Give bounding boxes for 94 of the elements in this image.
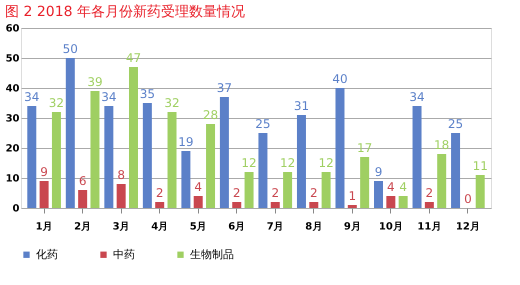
data-label: 18 (434, 138, 450, 152)
bar (142, 103, 152, 208)
bar (451, 133, 460, 208)
chart-title: 图 2 2018 年各月份新药受理数量情况 (5, 4, 245, 20)
data-label: 39 (87, 75, 103, 89)
data-label: 0 (464, 192, 472, 206)
data-label: 4 (194, 180, 202, 194)
data-label: 2 (232, 186, 241, 200)
x-tick-label: 4月 (151, 222, 168, 232)
x-tick-label: 9月 (344, 222, 361, 232)
y-tick-label: 60 (6, 24, 20, 34)
data-label: 31 (294, 99, 310, 113)
x-tick-label: 11月 (417, 222, 442, 232)
x-tick-label: 6月 (228, 222, 246, 232)
data-label: 34 (24, 90, 40, 104)
data-label: 12 (318, 156, 334, 170)
x-tick-label: 8月 (305, 222, 322, 232)
data-label: 4 (399, 180, 407, 194)
data-label: 25 (255, 117, 271, 131)
bar (66, 58, 75, 208)
data-label: 11 (472, 159, 488, 173)
legend-label: 生物制品 (190, 248, 234, 261)
bar (412, 106, 422, 208)
bar (374, 181, 384, 208)
bar (181, 151, 190, 208)
x-tick-label: 3月 (112, 222, 130, 232)
data-label: 1 (348, 189, 356, 203)
x-tick-label: 7月 (266, 222, 284, 232)
y-tick-label: 0 (12, 204, 20, 214)
y-tick-label: 50 (6, 54, 20, 64)
data-label: 47 (126, 51, 142, 65)
data-label: 6 (78, 174, 86, 188)
bar (40, 181, 49, 208)
data-label: 25 (448, 117, 464, 131)
data-label: 2 (310, 186, 318, 200)
data-label: 4 (387, 180, 395, 194)
bar (360, 157, 370, 208)
data-label: 37 (216, 81, 232, 95)
data-label: 9 (374, 165, 382, 179)
data-label: 2 (426, 186, 434, 200)
data-label: 12 (241, 156, 257, 170)
data-label: 9 (40, 165, 48, 179)
bar (220, 97, 229, 208)
bar (168, 112, 177, 208)
bar (348, 205, 357, 208)
data-label: 8 (117, 168, 125, 182)
bar (386, 196, 396, 208)
legend-label: 中药 (113, 248, 135, 261)
bar (104, 106, 114, 208)
bar (128, 67, 138, 208)
x-tick-label: 12月 (456, 222, 480, 232)
bar (296, 115, 306, 208)
bar (90, 91, 100, 208)
bar (232, 202, 242, 208)
bar (206, 124, 216, 208)
bar (52, 112, 61, 208)
bar (309, 202, 318, 208)
x-tick-label: 10月 (378, 222, 403, 232)
bar (194, 196, 203, 208)
y-tick-label: 20 (6, 144, 20, 154)
y-tick-label: 10 (6, 174, 20, 184)
bar (116, 184, 126, 208)
bar (270, 202, 280, 208)
y-tick-label: 40 (6, 84, 20, 94)
data-label: 32 (164, 96, 180, 110)
legend-label: 化药 (36, 248, 58, 261)
bar (155, 202, 164, 208)
bar (322, 172, 331, 208)
data-label: 12 (280, 156, 296, 170)
data-label: 19 (178, 135, 194, 149)
bar (476, 175, 485, 208)
data-label: 17 (357, 141, 372, 155)
bar (437, 154, 446, 208)
x-tick-label: 2月 (74, 222, 92, 232)
data-label: 34 (101, 90, 116, 104)
bar (27, 106, 36, 208)
bar (244, 172, 254, 208)
data-label: 32 (48, 96, 64, 110)
data-label: 34 (409, 90, 425, 104)
bar (424, 202, 434, 208)
x-tick-label: 5月 (190, 222, 207, 232)
data-label: 40 (332, 72, 348, 86)
data-label: 50 (62, 42, 78, 56)
bar (398, 196, 408, 208)
bar (335, 88, 344, 208)
data-label: 2 (271, 186, 280, 200)
bar (78, 190, 88, 208)
y-tick-label: 30 (6, 114, 20, 124)
data-label: 28 (202, 108, 218, 122)
x-tick-label: 1月 (36, 222, 53, 232)
bar (283, 172, 292, 208)
data-label: 35 (140, 87, 155, 101)
bar (258, 133, 268, 208)
data-label: 2 (156, 186, 164, 200)
